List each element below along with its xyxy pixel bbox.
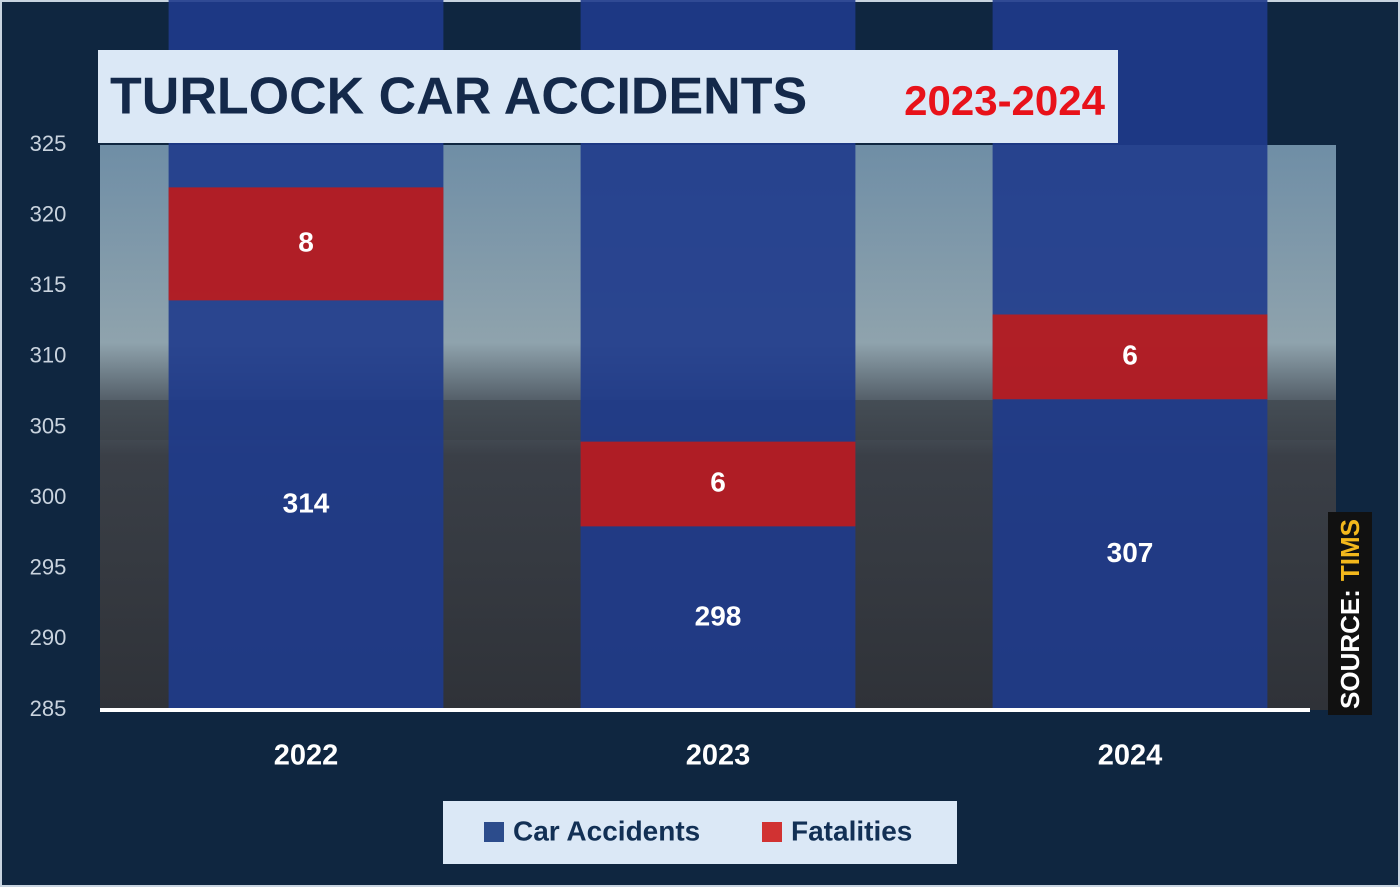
- legend-label: Fatalities: [791, 815, 912, 846]
- bar-segment: [992, 314, 1268, 400]
- legend-swatch: [484, 822, 504, 842]
- source-name: TIMS: [1335, 519, 1365, 581]
- legend-box: [443, 801, 957, 864]
- value-label: 314: [283, 488, 330, 519]
- x-tick-label: 2023: [686, 740, 751, 772]
- y-tick-label: 305: [30, 413, 67, 438]
- y-tick-label: 325: [30, 131, 67, 156]
- y-tick-label: 290: [30, 625, 67, 650]
- y-tick-label: 295: [30, 555, 67, 580]
- bar-segment: [580, 441, 856, 527]
- y-tick-label: 315: [30, 272, 67, 297]
- y-tick-label: 310: [30, 343, 67, 368]
- value-label: 6: [1122, 339, 1138, 370]
- value-label: 8: [298, 226, 314, 257]
- x-tick-label: 2022: [274, 740, 339, 772]
- legend-swatch: [762, 822, 782, 842]
- x-tick-label: 2024: [1098, 740, 1163, 772]
- bar-segment: [168, 187, 444, 301]
- chart-title: TURLOCK CAR ACCIDENTS: [110, 68, 807, 126]
- y-tick-label: 320: [30, 201, 67, 226]
- source-box: [1328, 512, 1372, 715]
- y-tick-label: 300: [30, 484, 67, 509]
- y-tick-label: 285: [30, 696, 67, 721]
- source: SOURCE: TIMS: [1335, 519, 1365, 709]
- value-label: 307: [1107, 537, 1154, 568]
- title-box: [98, 50, 1118, 143]
- value-label: 298: [695, 601, 742, 632]
- legend-label: Car Accidents: [513, 815, 700, 846]
- chart-subtitle: 2023-2024: [904, 77, 1105, 124]
- value-label: 6: [710, 466, 726, 497]
- source-label: SOURCE:: [1335, 589, 1365, 709]
